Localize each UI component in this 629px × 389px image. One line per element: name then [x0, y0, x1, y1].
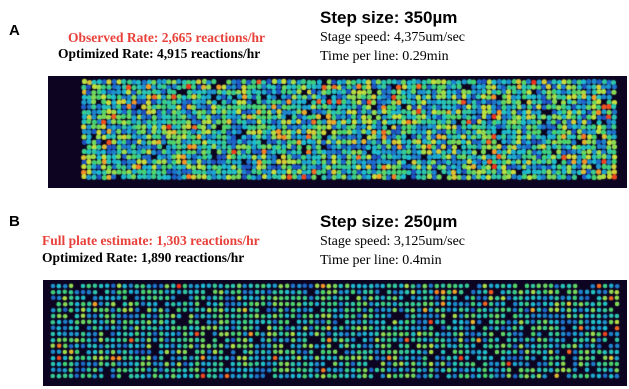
- heatmap-image-b: [43, 280, 627, 386]
- stage-speed-text-a: Stage speed: 4,375um/sec: [320, 30, 466, 45]
- observed-rate-text: Observed Rate: 2,665 reactions/hr: [68, 30, 265, 45]
- heatmap-image-a: [48, 76, 627, 188]
- optimized-rate-text-a: Optimized Rate: 4,915 reactions/hr: [58, 46, 261, 61]
- time-per-line-text-b: Time per line: 0.4min: [320, 253, 442, 268]
- panel-a-label: A: [9, 22, 20, 39]
- step-size-title-a: Step size: 350µm: [320, 8, 458, 27]
- full-plate-estimate-text: Full plate estimate: 1,303 reactions/hr: [42, 233, 260, 248]
- optimized-rate-text-b: Optimized Rate: 1,890 reactions/hr: [42, 250, 245, 265]
- panel-b-label: B: [9, 213, 20, 230]
- stage-speed-text-b: Stage speed: 3,125um/sec: [320, 234, 466, 249]
- step-size-title-b: Step size: 250µm: [320, 212, 458, 231]
- time-per-line-text-a: Time per line: 0.29min: [320, 49, 449, 64]
